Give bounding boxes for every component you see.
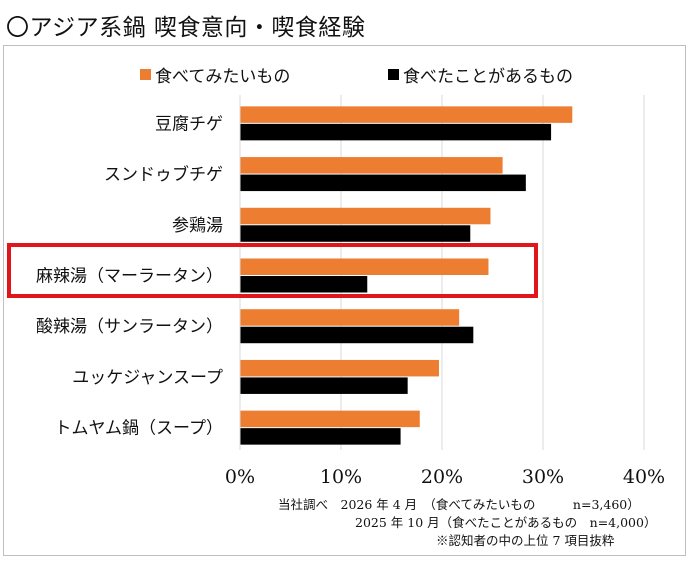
bar-want xyxy=(240,309,460,326)
bar-want xyxy=(240,410,420,428)
chart-title: 〇アジア系鍋 喫食意向・喫食経験 xyxy=(6,15,366,41)
bar-eaten xyxy=(240,123,552,141)
bar-want xyxy=(240,258,489,275)
legend-swatch-want xyxy=(140,69,151,80)
bar-want xyxy=(240,207,491,225)
highlight-box xyxy=(7,243,538,298)
x-tick-label: 10% xyxy=(320,466,362,488)
category-label: ユッケジャンスープ xyxy=(72,368,223,388)
category-label: 豆腐チゲ xyxy=(155,114,223,134)
x-tick-label: 40% xyxy=(623,466,665,488)
footnote-note: ※認知者の中の上位 7 項目抜粋 xyxy=(436,533,615,548)
bar-eaten xyxy=(240,428,401,445)
bar-eaten xyxy=(240,326,474,344)
bar-want xyxy=(240,106,573,123)
chart-frame xyxy=(3,45,686,556)
category-label: スンドゥブチゲ xyxy=(104,164,223,185)
footnote-survey: 当社調べ 2026 年 4 月 （食べてみたいもの n=3,460） xyxy=(278,497,640,512)
category-label: トムヤム鍋（スープ） xyxy=(55,419,223,439)
category-label: 酸辣湯（サンラータン） xyxy=(36,317,223,337)
x-tick-label: 0% xyxy=(225,466,255,488)
bar-want xyxy=(240,359,439,377)
legend-item-want: 食べてみたいもの xyxy=(140,62,290,87)
legend-swatch-eaten xyxy=(388,69,399,80)
x-tick-label: 20% xyxy=(421,466,463,488)
bar-eaten xyxy=(240,174,526,192)
category-label: 麻辣湯（マーラータン） xyxy=(36,267,223,287)
category-label: 参鶏湯 xyxy=(172,216,223,236)
legend-label-want: 食べてみたいもの xyxy=(155,67,291,87)
bar-eaten xyxy=(240,377,408,394)
x-tick-label: 30% xyxy=(522,466,564,488)
bar-eaten xyxy=(240,225,471,242)
bar-eaten xyxy=(240,276,368,293)
bar-want xyxy=(240,157,503,174)
legend-item-eaten: 食べたことがあるもの xyxy=(388,62,573,87)
legend-label-eaten: 食べたことがあるもの xyxy=(403,67,573,87)
footnote-survey-2: 2025 年 10 月（食べたことがあるもの n=4,000） xyxy=(355,515,657,530)
